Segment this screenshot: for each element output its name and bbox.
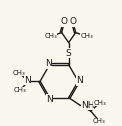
Text: CH₃: CH₃ [94,100,106,106]
Text: CH₃: CH₃ [93,118,106,124]
Text: O: O [61,17,68,26]
Text: N: N [45,59,52,68]
Text: N: N [46,95,53,104]
Text: N: N [76,76,83,85]
Text: S: S [66,49,71,58]
Text: O: O [70,17,76,26]
Text: CH₃: CH₃ [14,87,26,93]
Text: CH₃: CH₃ [80,33,93,39]
Text: N: N [24,76,31,85]
Text: NH: NH [81,101,94,110]
Text: CH₃: CH₃ [12,70,25,76]
Text: CH₃: CH₃ [44,33,57,39]
